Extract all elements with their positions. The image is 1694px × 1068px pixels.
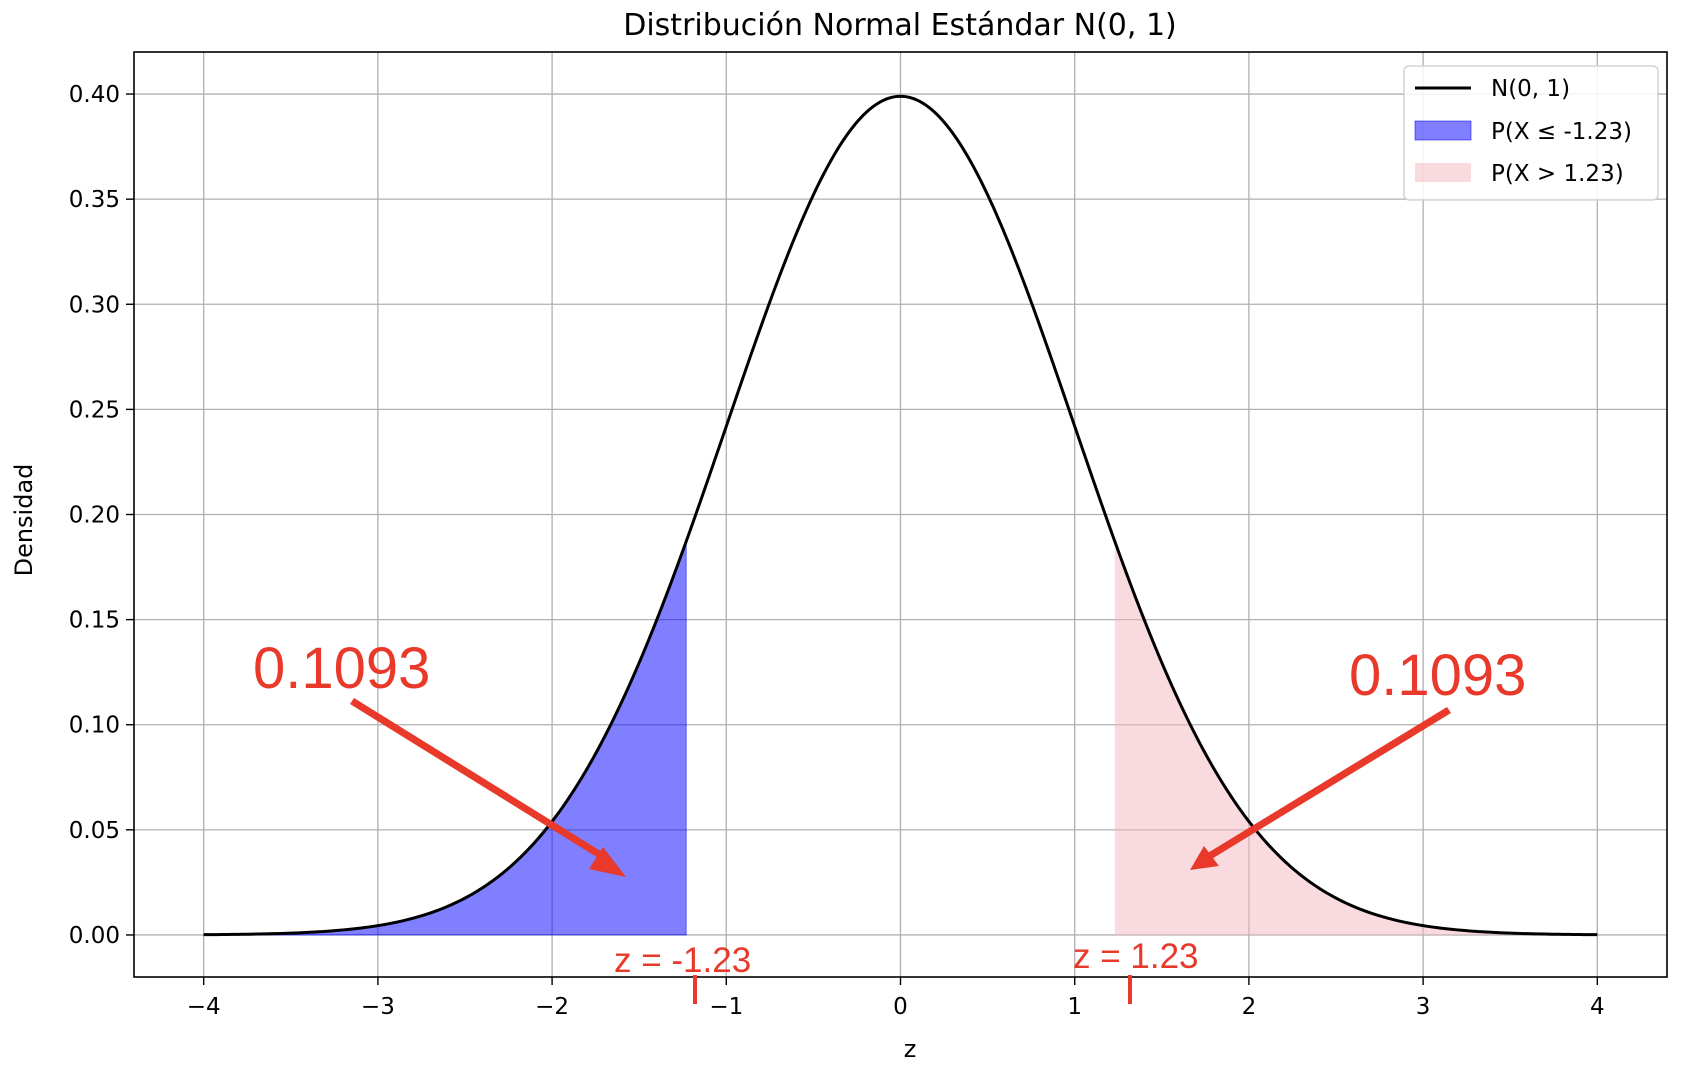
y-tick-label: 0.00	[69, 923, 120, 949]
y-axis-label: Densidad	[10, 464, 38, 577]
annotations: 0.1093 0.1093 z = -1.23 z = 1.23	[253, 636, 1526, 1004]
legend-label-right-tail: P(X > 1.23)	[1491, 161, 1624, 187]
left-z-label: z = -1.23	[614, 941, 751, 980]
legend: N(0, 1) P(X ≤ -1.23) P(X > 1.23)	[1403, 65, 1659, 201]
curve-layer	[203, 94, 1598, 937]
right-arrow-head	[1190, 846, 1219, 870]
density-curve	[203, 94, 1598, 937]
legend-swatch-right-tail	[1415, 163, 1471, 182]
left-probability-arrow	[350, 698, 626, 877]
left-z-marker	[693, 975, 697, 1004]
y-axis-ticks: 0.00 0.05 0.10 0.15 0.20 0.25 0.30 0.35 0.40	[69, 82, 134, 949]
legend-swatch-left-tail	[1414, 120, 1472, 141]
left-arrow-head	[589, 847, 626, 877]
right-probability-arrow	[1190, 707, 1451, 870]
left-probability-label: 0.1093	[253, 636, 430, 701]
right-z-label: z = 1.23	[1073, 937, 1199, 976]
x-tick-label: 0	[893, 994, 908, 1020]
right-probability-label: 0.1093	[1349, 643, 1526, 708]
y-tick-label: 0.35	[69, 187, 120, 213]
x-tick-label: −1	[709, 994, 743, 1020]
y-tick-label: 0.05	[69, 818, 120, 844]
legend-label-left-tail: P(X ≤ -1.23)	[1491, 119, 1632, 145]
right-z-marker	[1128, 975, 1132, 1004]
x-tick-label: −3	[361, 994, 395, 1020]
x-tick-label: −4	[187, 994, 221, 1020]
y-tick-label: 0.15	[69, 608, 120, 634]
y-tick-label: 0.10	[69, 713, 120, 739]
x-axis-label: z	[904, 1035, 917, 1063]
y-tick-label: 0.40	[69, 82, 120, 108]
x-tick-label: 2	[1242, 994, 1257, 1020]
x-tick-label: 1	[1067, 994, 1082, 1020]
x-tick-label: −2	[535, 994, 569, 1020]
y-tick-label: 0.20	[69, 503, 120, 529]
left-arrow-shaft	[350, 698, 607, 861]
chart-title: Distribución Normal Estándar N(0, 1)	[623, 8, 1177, 43]
right-arrow-shaft	[1206, 707, 1451, 860]
x-tick-label: 4	[1590, 994, 1605, 1020]
x-tick-label: 3	[1416, 994, 1431, 1020]
x-axis-ticks: −4 −3 −2 −1 0 1 2 3 4	[187, 977, 1605, 1020]
legend-label-curve: N(0, 1)	[1491, 76, 1570, 102]
y-tick-label: 0.30	[69, 292, 120, 318]
y-tick-label: 0.25	[69, 397, 120, 423]
